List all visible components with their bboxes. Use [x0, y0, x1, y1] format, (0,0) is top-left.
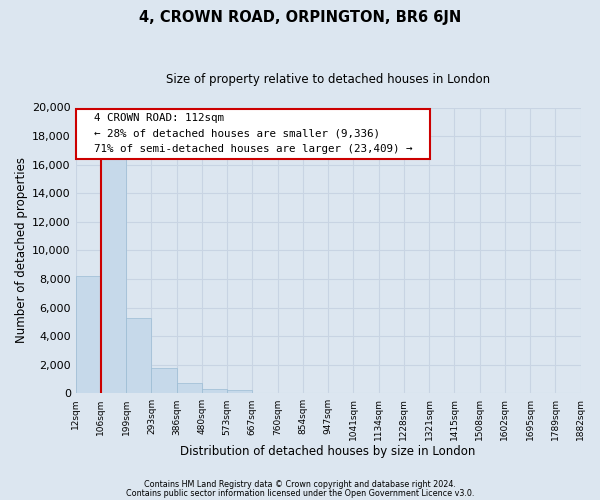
Bar [202, 389, 227, 394]
Bar [176, 382, 202, 394]
Bar [151, 368, 176, 394]
Text: Contains public sector information licensed under the Open Government Licence v3: Contains public sector information licen… [126, 488, 474, 498]
Y-axis label: Number of detached properties: Number of detached properties [15, 158, 28, 344]
Text: Contains HM Land Registry data © Crown copyright and database right 2024.: Contains HM Land Registry data © Crown c… [144, 480, 456, 489]
Bar [227, 390, 253, 394]
Bar [101, 156, 126, 394]
Bar [126, 318, 151, 394]
X-axis label: Distribution of detached houses by size in London: Distribution of detached houses by size … [181, 444, 476, 458]
Text: 4, CROWN ROAD, ORPINGTON, BR6 6JN: 4, CROWN ROAD, ORPINGTON, BR6 6JN [139, 10, 461, 25]
Title: Size of property relative to detached houses in London: Size of property relative to detached ho… [166, 72, 490, 86]
Text: 4 CROWN ROAD: 112sqm  
  ← 28% of detached houses are smaller (9,336)  
  71% of: 4 CROWN ROAD: 112sqm ← 28% of detached h… [81, 113, 425, 154]
Bar [76, 276, 101, 394]
